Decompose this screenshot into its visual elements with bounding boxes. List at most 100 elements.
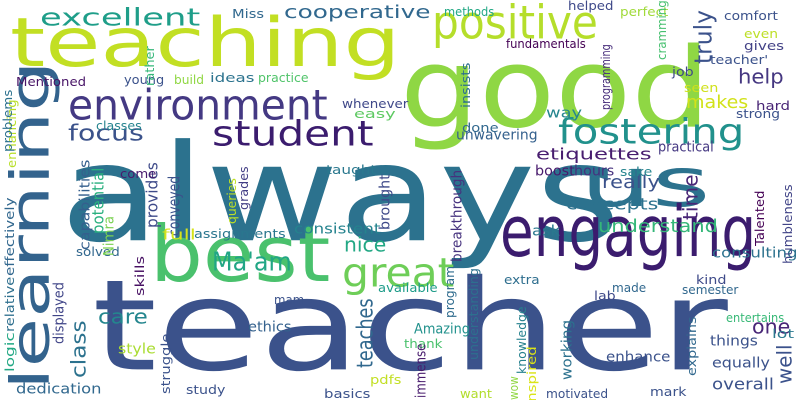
cloud-word: motivated	[546, 386, 609, 400]
cloud-word: dedication	[16, 381, 102, 398]
cloud-word: enhance	[606, 349, 671, 366]
cloud-word: wow	[506, 376, 522, 400]
cloud-word: consistent	[294, 221, 381, 238]
cloud-word: seen	[684, 80, 719, 96]
cloud-word: best	[150, 208, 331, 300]
cloud-word: well	[773, 344, 798, 384]
cloud-word: kind	[696, 272, 727, 288]
cloud-word: whenever	[342, 96, 409, 112]
cloud-word: lab	[594, 288, 616, 304]
cloud-word: relative	[2, 276, 18, 332]
cloud-word: equally	[712, 355, 770, 372]
cloud-word: etiquettes	[536, 145, 652, 165]
cloud-word: Miss	[232, 6, 265, 22]
cloud-word: young	[124, 72, 165, 88]
cloud-word: program	[442, 266, 458, 318]
cloud-word: care	[98, 305, 148, 330]
cloud-word: positive	[432, 0, 598, 50]
cloud-word: hours	[574, 163, 615, 180]
cloud-word: really	[602, 171, 660, 192]
cloud-word: consulting	[712, 245, 798, 262]
cloud-word: ideas	[210, 70, 255, 86]
cloud-word: Amazing	[414, 321, 470, 338]
cloud-word: helped	[568, 0, 614, 14]
cloud-word: want	[460, 386, 493, 400]
cloud-word: concepts	[566, 195, 659, 215]
cloud-word: programming	[598, 44, 614, 110]
cloud-word: teacher	[92, 253, 728, 400]
cloud-word: displayed	[51, 282, 68, 344]
cloud-word: breakthrough	[449, 169, 466, 262]
cloud-word: extra	[504, 272, 540, 288]
cloud-word: pdfs	[370, 372, 402, 388]
cloud-word: great	[342, 249, 455, 297]
cloud-word: skills	[132, 255, 148, 296]
cloud-word: struggle	[158, 333, 174, 394]
cloud-word: build	[174, 72, 205, 88]
cloud-word: study	[186, 382, 226, 398]
cloud-word: mark	[650, 384, 687, 400]
cloud-word: always	[60, 117, 621, 273]
cloud-word: mam	[274, 292, 305, 308]
cloud-word: rather	[142, 46, 158, 86]
cloud-word: thank	[404, 336, 443, 352]
cloud-word: done	[462, 120, 499, 136]
cloud-word: even	[744, 26, 779, 42]
cloud-word: Talented	[752, 190, 768, 246]
cloud-word: class	[67, 320, 92, 378]
cloud-word: cramming	[654, 0, 670, 60]
cloud-word: entertains	[726, 310, 785, 326]
cloud-word: style	[118, 341, 156, 358]
cloud-word: available	[378, 280, 438, 296]
cloud-word: fostering	[558, 112, 745, 153]
cloud-word: unwavering	[456, 127, 538, 144]
cloud-word: teaches	[351, 298, 379, 368]
cloud-word: come	[120, 166, 157, 182]
cloud-word: nice	[344, 233, 387, 258]
cloud-word: teacher'	[710, 52, 769, 68]
cloud-word: Mentioned	[16, 74, 87, 90]
cloud-word: Ma'am	[212, 246, 292, 278]
cloud-word: logic	[2, 332, 18, 372]
cloud-word: full	[162, 227, 196, 244]
cloud-word: taught	[326, 162, 377, 178]
cloud-word: understand	[598, 215, 718, 236]
cloud-word: excellent	[40, 3, 201, 33]
cloud-word: inspired	[524, 346, 540, 400]
cloud-word: classes	[96, 118, 142, 134]
cloud-word: teaching	[10, 3, 401, 83]
cloud-word: us	[580, 143, 711, 223]
cloud-word: assignments	[194, 226, 286, 242]
cloud-word: humbleness	[780, 184, 796, 264]
cloud-word: Nimra	[101, 216, 118, 256]
cloud-word: hard	[756, 98, 791, 114]
cloud-word: effectively	[2, 197, 18, 276]
cloud-word: makes	[686, 91, 749, 112]
cloud-word: student	[212, 114, 374, 155]
cloud-word: comfort	[724, 8, 778, 24]
cloud-word: problems	[0, 89, 16, 152]
cloud-word: understanding	[466, 268, 482, 360]
cloud-word: job	[672, 64, 694, 80]
cloud-word: basics	[324, 386, 371, 400]
cloud-word: grades	[236, 166, 252, 210]
cloud-word: sake	[620, 164, 653, 180]
cloud-word: help	[738, 65, 784, 90]
cloud-word: semester	[682, 282, 739, 298]
cloud-word: practical	[658, 139, 714, 156]
cloud-word: capabilities	[77, 159, 94, 250]
cloud-word: ethics	[248, 319, 292, 336]
cloud-word: environment	[68, 81, 328, 131]
cloud-word: explains	[684, 316, 700, 376]
cloud-word: insists	[458, 62, 474, 108]
cloud-word: working	[559, 319, 576, 380]
cloud-word: strong	[736, 106, 781, 122]
cloud-word: cooperative	[284, 1, 431, 22]
cloud-word: engaging	[500, 191, 757, 274]
cloud-word: ask	[532, 223, 561, 240]
cloud-word: good	[400, 24, 711, 153]
cloud-word: fundamentals	[506, 36, 586, 52]
cloud-word: immense	[413, 343, 430, 398]
cloud-word: one	[752, 315, 791, 340]
